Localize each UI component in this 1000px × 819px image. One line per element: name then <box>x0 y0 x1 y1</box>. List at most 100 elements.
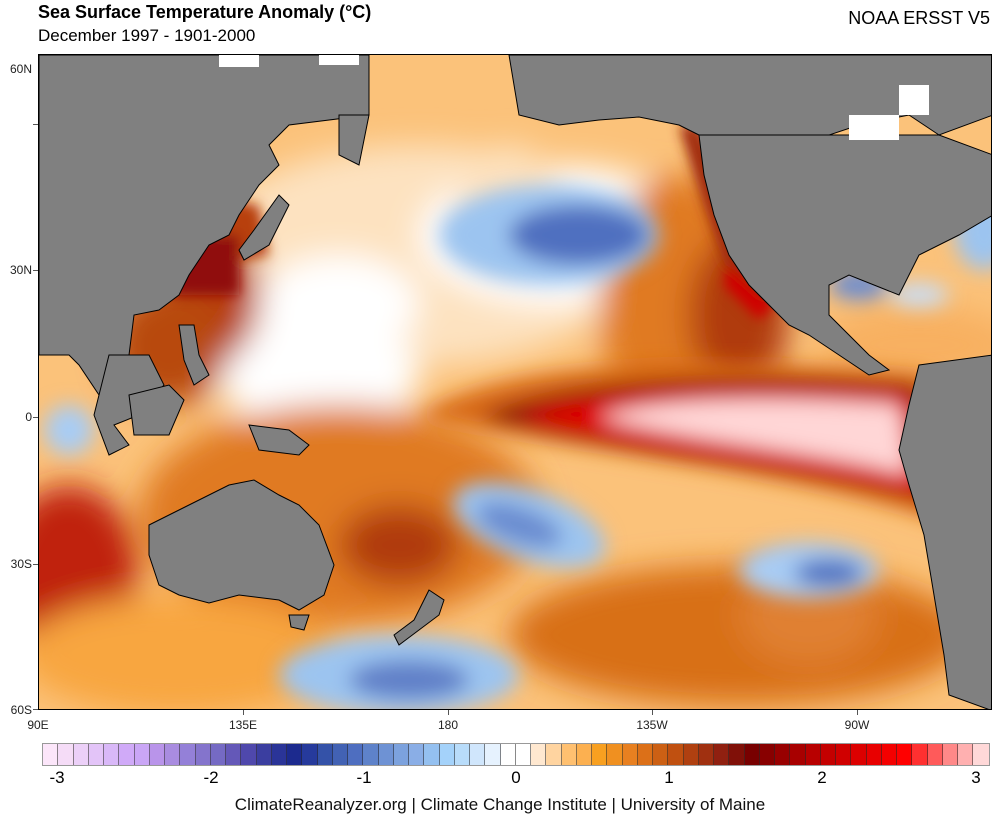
colorbar-bin <box>775 744 791 765</box>
land-philippines <box>178 324 210 386</box>
lon-tick <box>243 710 244 715</box>
lon-label-135e: 135E <box>228 718 258 732</box>
lat-tick <box>33 417 38 418</box>
colorbar-bin <box>668 744 684 765</box>
land-borneo <box>128 384 185 436</box>
land-australia <box>148 479 335 611</box>
colorbar-bin <box>393 744 409 765</box>
colorbar-bin <box>515 744 531 765</box>
dataset-label: NOAA ERSST V5 <box>848 8 990 28</box>
colorbar-bin <box>149 744 165 765</box>
lon-label-90w: 90W <box>844 718 870 732</box>
colorbar-bin <box>439 744 455 765</box>
land-kamchatka <box>338 114 370 166</box>
colorbar-bin <box>165 744 181 765</box>
colorbar-bin <box>561 744 577 765</box>
colorbar-bin <box>332 744 348 765</box>
colorbar-bin <box>881 744 897 765</box>
colorbar-bin <box>58 744 74 765</box>
colorbar-bin <box>576 744 592 765</box>
colorbar-bin <box>73 744 89 765</box>
colorbar-bin <box>653 744 669 765</box>
lat-label-60s: 60S <box>10 703 32 717</box>
cool-anomalies <box>44 185 991 709</box>
colorbar-label-1: 1 <box>664 768 674 787</box>
colorbar-bin <box>592 744 608 765</box>
land-southeast-asia <box>93 354 165 456</box>
lon-tick <box>652 710 653 715</box>
lat-tick <box>33 124 38 125</box>
colorbar-bin <box>226 744 242 765</box>
colorbar-bin <box>912 744 928 765</box>
colorbar-bin <box>470 744 486 765</box>
lat-label-0: 0 <box>25 410 32 424</box>
colorbar-bin <box>134 744 150 765</box>
colorbar-bin <box>180 744 196 765</box>
credit-footer: ClimateReanalyzer.org | Climate Change I… <box>234 795 766 814</box>
lon-label-90e: 90E <box>27 718 49 732</box>
colorbar-bin <box>546 744 562 765</box>
missing-data-patches <box>219 55 929 140</box>
lat-label-30n: 30N <box>9 263 32 277</box>
colorbar-bin <box>531 744 547 765</box>
colorbar-bin <box>210 744 226 765</box>
lat-tick <box>33 709 38 710</box>
land-tasmania <box>288 614 310 631</box>
chart-title: Sea Surface Temperature Anomaly (°C) <box>38 2 372 22</box>
lon-label-135w: 135W <box>636 718 668 732</box>
colorbar-label-3: 3 <box>971 768 981 787</box>
colorbar-bin <box>256 744 272 765</box>
colorbar-bin <box>866 744 882 765</box>
land-new-guinea <box>248 424 310 456</box>
colorbar-bin <box>942 744 958 765</box>
colorbar-bin <box>790 744 806 765</box>
colorbar-bin <box>104 744 120 765</box>
lon-tick <box>857 710 858 715</box>
colorbar-bin <box>897 744 913 765</box>
colorbar-bin <box>622 744 638 765</box>
colorbar-bin <box>454 744 470 765</box>
colorbar-label-neg1: -1 <box>356 768 372 787</box>
colorbar-bin <box>409 744 425 765</box>
colorbar-label-neg2: -2 <box>203 768 219 787</box>
colorbar <box>42 743 990 766</box>
lon-label-180: 180 <box>437 718 459 732</box>
lon-tick <box>448 710 449 715</box>
colorbar-bin <box>271 744 287 765</box>
colorbar-bin <box>759 744 775 765</box>
sst-anomaly-map <box>38 54 992 710</box>
colorbar-label-2: 2 <box>817 768 827 787</box>
colorbar-bin <box>378 744 394 765</box>
colorbar-bin <box>88 744 104 765</box>
colorbar-bin <box>714 744 730 765</box>
land-south-america <box>898 354 991 709</box>
colorbar-bin <box>195 744 211 765</box>
lat-tick <box>33 564 38 565</box>
colorbar-bin <box>485 744 501 765</box>
colorbar-bin <box>287 744 303 765</box>
land-new-zealand <box>393 589 445 646</box>
colorbar-bin <box>363 744 379 765</box>
colorbar-bin <box>958 744 974 765</box>
land-north-america <box>698 134 991 376</box>
colorbar-label-0: 0 <box>511 768 521 787</box>
colorbar-bin <box>698 744 714 765</box>
colorbar-bin <box>424 744 440 765</box>
land-masses <box>39 55 991 709</box>
colorbar-bin <box>607 744 623 765</box>
chart-subtitle: December 1997 - 1901-2000 <box>38 26 256 45</box>
colorbar-bin <box>729 744 745 765</box>
colorbar-bin <box>805 744 821 765</box>
colorbar-bin <box>500 744 516 765</box>
colorbar-bin <box>302 744 318 765</box>
colorbar-bin <box>836 744 852 765</box>
colorbar-bin <box>241 744 257 765</box>
colorbar-bin <box>820 744 836 765</box>
map-canvas <box>39 55 991 709</box>
colorbar-bin <box>927 744 943 765</box>
colorbar-bin <box>683 744 699 765</box>
colorbar-label-neg3: -3 <box>49 768 65 787</box>
lat-label-60n: 60N <box>9 62 32 76</box>
colorbar-bin <box>851 744 867 765</box>
colorbar-bin <box>973 744 989 765</box>
